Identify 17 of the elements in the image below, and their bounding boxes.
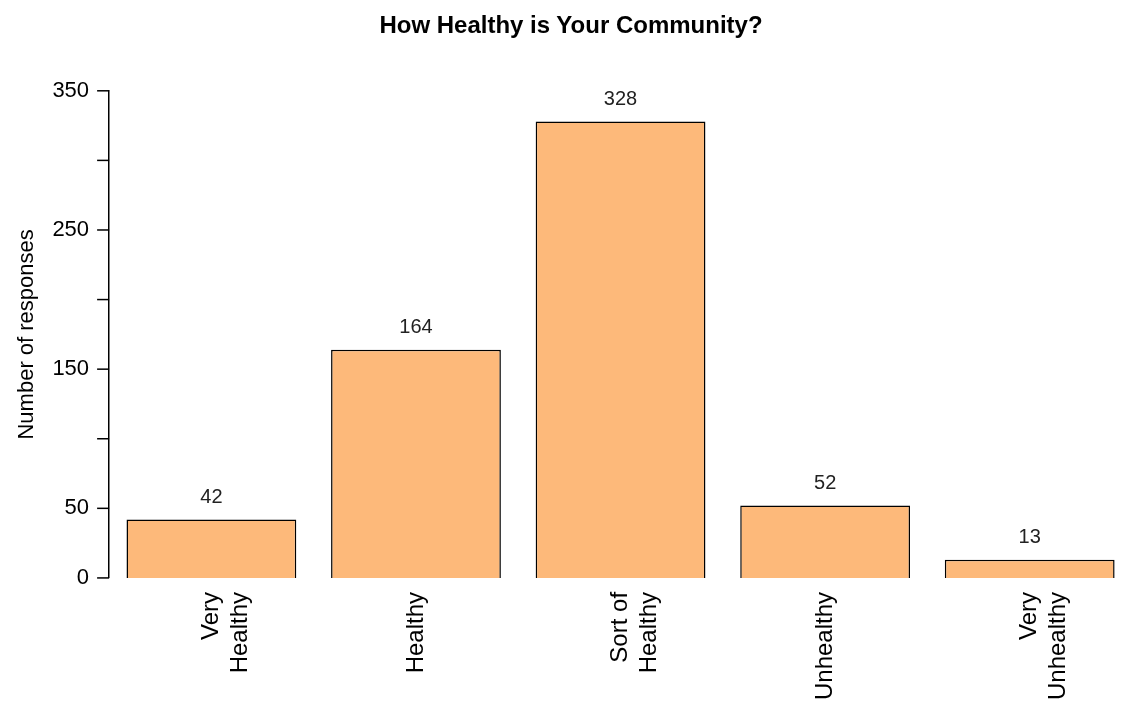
x-tick-label: Very Unhealthy (1014, 591, 1071, 701)
data-label: 42 (200, 484, 223, 507)
chart-title: How Healthy is Your Community? (379, 11, 763, 39)
data-label: 164 (399, 315, 433, 338)
y-tick-label: 50 (64, 494, 90, 520)
data-label: 52 (814, 471, 837, 494)
y-tick-label: 0 (76, 563, 90, 589)
y-axis-title: Number of responses (13, 229, 39, 440)
data-label: 328 (603, 86, 638, 109)
y-tick-label: 350 (52, 76, 90, 102)
x-tick-label: Very Healthy (196, 591, 252, 674)
x-tick-label: Sort of Healthy (605, 591, 661, 674)
x-tick-label: Unhealthy (809, 591, 837, 701)
data-label: 13 (1018, 525, 1041, 548)
x-tick-label: Healthy (400, 591, 428, 674)
y-tick-label: 250 (52, 216, 90, 242)
y-tick-label: 150 (52, 355, 90, 381)
